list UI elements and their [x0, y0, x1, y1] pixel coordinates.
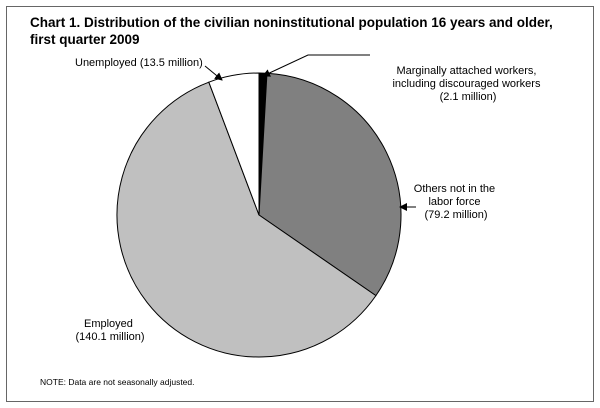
pie-slice-others — [258, 72, 402, 297]
label-employed: Employed (140.1 million) — [75, 318, 144, 343]
label-unemployed-line-1: Unemployed (13.5 million) — [75, 57, 203, 69]
label-marginal-line-3: (2.1 million) — [440, 91, 497, 103]
label-others-line-2: labor force — [428, 196, 480, 208]
leader-marginal — [262, 54, 370, 77]
pie-slice-employed — [116, 81, 377, 358]
label-employed-line-1: Employed — [84, 318, 133, 330]
chart-title-line-2: first quarter 2009 — [30, 32, 140, 47]
chart-title-line-1: Chart 1. Distribution of the civilian no… — [30, 15, 553, 30]
label-others-line-3: (79.2 million) — [425, 209, 488, 221]
label-marginal: Marginally attached workers, including d… — [392, 65, 543, 103]
label-unemployed: Unemployed (13.5 million) — [75, 57, 203, 69]
label-marginal-line-2: including discouraged workers — [392, 78, 540, 90]
label-others-line-1: Others not in the — [414, 183, 495, 195]
label-marginal-line-1: Marginally attached workers, — [396, 65, 536, 77]
pie-slice-unemployed — [208, 72, 260, 216]
leader-unemployed — [204, 65, 223, 81]
label-employed-line-2: (140.1 million) — [75, 331, 144, 343]
chart-title: Chart 1. Distribution of the civilian no… — [30, 14, 553, 48]
label-others: Others not in the labor force (79.2 mill… — [414, 183, 498, 221]
chart-note: NOTE: Data are not seasonally adjusted. — [40, 377, 195, 387]
